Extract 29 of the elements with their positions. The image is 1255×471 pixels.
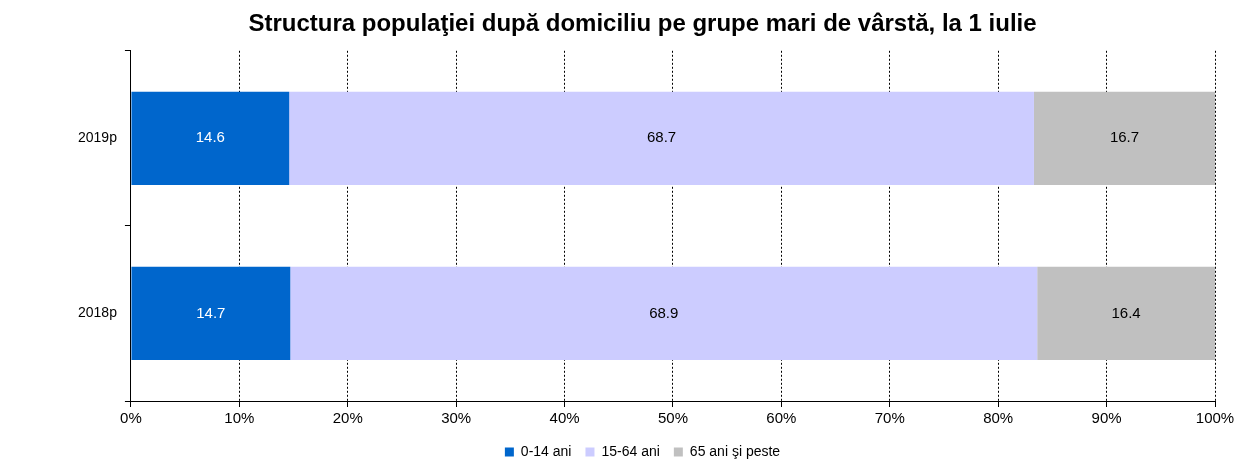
data-label: 16.7	[1109, 128, 1140, 146]
chart-title: Structura populaţiei după domiciliu pe grupe mari de vârstă, la 1 iulie	[248, 9, 1037, 37]
x-tick-label: 20%	[332, 409, 363, 427]
x-tick-label: 0%	[120, 409, 142, 427]
bar	[131, 266, 291, 361]
data-label: 16.4	[1111, 303, 1141, 321]
y-tick-label: 2019p	[77, 129, 118, 146]
bar	[290, 266, 1038, 361]
data-label: 14.7	[196, 303, 226, 321]
bar	[1033, 91, 1215, 186]
x-tick-label: 70%	[874, 409, 905, 427]
bar	[289, 91, 1034, 186]
y-tick-label: 2018p	[77, 304, 118, 321]
data-label: 68.9	[649, 303, 679, 321]
x-tick-label: 50%	[657, 409, 688, 427]
legend-label: 15-64 ani	[601, 442, 660, 459]
legend-label: 0-14 ani	[520, 442, 572, 459]
x-tick-label: 60%	[766, 409, 797, 427]
data-label: 68.7	[646, 128, 677, 146]
x-tick-label: 30%	[441, 409, 472, 427]
x-tick-label: 40%	[549, 409, 580, 427]
bar	[131, 91, 290, 186]
data-label: 14.6	[195, 128, 225, 146]
x-tick-label: 100%	[1195, 409, 1235, 427]
x-tick-label: 80%	[983, 409, 1014, 427]
x-tick-label: 90%	[1091, 409, 1122, 427]
bar	[1037, 266, 1215, 361]
x-tick-label: 10%	[224, 409, 255, 427]
legend-label: 65 ani şi peste	[689, 442, 781, 459]
